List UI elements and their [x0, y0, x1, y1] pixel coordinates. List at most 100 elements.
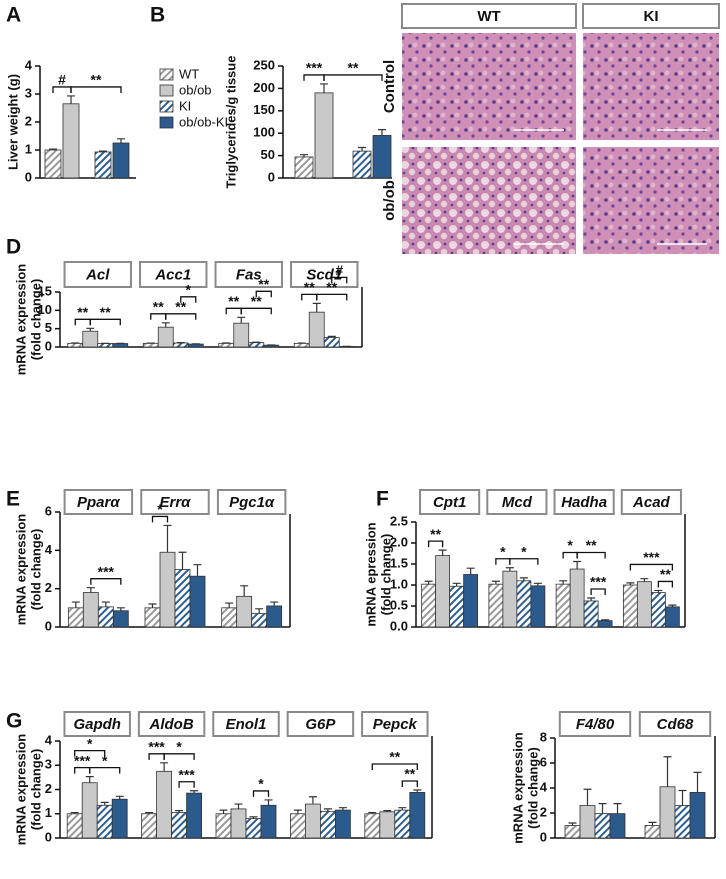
significance-bracket	[316, 293, 348, 301]
bar	[636, 581, 652, 628]
significance-bracket	[657, 580, 674, 588]
y-tick-label: 8	[540, 729, 547, 744]
bar	[289, 813, 306, 839]
error-bar	[270, 601, 279, 606]
bar	[82, 592, 99, 628]
bar	[659, 786, 676, 839]
column-header-box	[401, 3, 577, 29]
category-label: Cpt1	[433, 494, 466, 511]
significance-bracket	[180, 296, 197, 303]
y-tick-label: 4	[540, 779, 548, 794]
category-box	[63, 489, 134, 515]
bar	[293, 342, 310, 348]
error-bar	[424, 580, 433, 585]
category-label: Mcd	[502, 494, 533, 511]
panel-letter: E	[6, 488, 20, 511]
significance-label: **	[586, 537, 597, 553]
bar	[260, 804, 277, 839]
bar	[245, 818, 262, 839]
bar	[555, 583, 571, 628]
category-label: Cd68	[657, 716, 694, 733]
error-bar	[99, 150, 107, 152]
error-bar	[67, 95, 75, 104]
error-bar	[654, 589, 663, 593]
category-box	[137, 711, 206, 737]
significance-bracket	[90, 578, 122, 585]
y-tick-label: 2	[45, 781, 52, 796]
significance-label: ***	[98, 563, 115, 579]
category-box	[620, 489, 682, 515]
y-axis-label: mRNA expression	[13, 734, 28, 846]
error-bar	[115, 795, 124, 800]
category-label: Gapdh	[73, 716, 121, 733]
bar	[96, 804, 113, 839]
significance-bracket	[89, 318, 121, 326]
significance-bracket	[255, 290, 272, 298]
significance-bracket	[225, 307, 242, 315]
category-label: Scd1	[306, 266, 342, 283]
category-box	[638, 711, 712, 737]
error-bar	[338, 807, 347, 811]
bar	[319, 810, 336, 839]
y-tick-label: 0	[268, 169, 275, 184]
error-bar	[148, 603, 157, 608]
y-tick-label: 1	[25, 141, 32, 156]
bar	[67, 607, 84, 628]
significance-label: *	[102, 752, 108, 768]
y-tick-label: 0	[45, 338, 52, 353]
error-bar	[533, 582, 542, 586]
y-tick-label: 3	[45, 757, 52, 772]
error-bar	[293, 809, 302, 814]
y-axis-label: mRNA expression	[510, 732, 525, 844]
significance-bracket	[303, 74, 325, 81]
error-bar	[378, 129, 386, 136]
y-axis-label: mRNA expression	[13, 264, 28, 376]
bar	[233, 322, 250, 348]
error-bar	[175, 809, 184, 813]
y-tick-label: 2	[25, 113, 32, 128]
legend-swatch	[159, 68, 174, 81]
error-bar	[190, 790, 199, 794]
legend-label: WT	[179, 66, 199, 81]
category-label: Errα	[160, 494, 192, 511]
error-bar	[320, 83, 328, 93]
y-tick-label: 4	[25, 57, 33, 72]
y-tick-label: 5	[45, 320, 52, 335]
significance-bracket	[151, 515, 169, 523]
column-header: KI	[644, 8, 659, 25]
bar	[66, 813, 83, 839]
bar	[266, 605, 283, 628]
bar	[564, 825, 581, 839]
category-box	[553, 489, 615, 515]
category-label: AldoB	[149, 716, 194, 733]
bar	[409, 792, 426, 839]
error-bar	[71, 601, 80, 608]
error-bar	[678, 789, 687, 806]
y-tick-label: 1	[45, 805, 52, 820]
significance-bracket	[178, 781, 195, 788]
significance-bracket	[70, 86, 122, 93]
significance-bracket	[163, 753, 195, 760]
y-tick-label: 2	[45, 580, 52, 595]
bar	[62, 103, 80, 179]
error-bar	[452, 582, 461, 587]
significance-bracket	[629, 563, 674, 571]
significance-label: ***	[590, 574, 607, 590]
error-bar	[693, 771, 702, 793]
y-axis-label: (fold change)	[28, 529, 43, 611]
y-tick-label: 0	[540, 829, 547, 844]
category-label: Hadha	[561, 494, 607, 511]
significance-label: **	[251, 293, 262, 309]
bar	[579, 805, 596, 839]
significance-label: ***	[643, 549, 660, 565]
significance-label: **	[326, 279, 337, 295]
significance-label: ***	[306, 60, 323, 76]
bar	[159, 551, 176, 628]
category-box	[216, 489, 287, 515]
significance-bracket	[165, 313, 197, 320]
error-bar	[519, 577, 528, 581]
bar	[171, 812, 188, 839]
bar	[583, 600, 599, 628]
error-bar	[398, 807, 407, 811]
bar	[689, 791, 706, 839]
